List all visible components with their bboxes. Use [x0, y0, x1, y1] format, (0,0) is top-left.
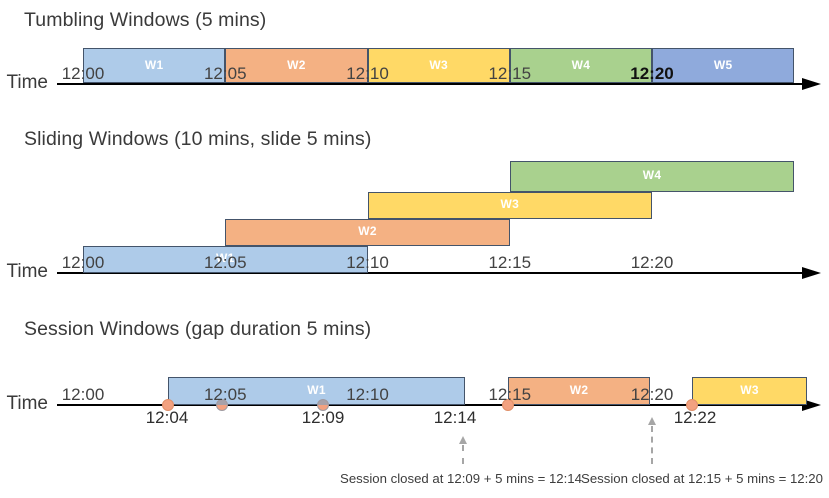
tick-label: 12:15	[488, 253, 532, 272]
time-axis-line	[57, 404, 804, 406]
window-label: W2	[358, 224, 377, 238]
window-box-sliding-w4: W4	[509, 160, 795, 192]
event-dot	[317, 399, 329, 411]
time-axis-line	[57, 272, 804, 274]
tick-label: 12:10	[346, 253, 389, 272]
window-label: W2	[569, 382, 589, 397]
window-box-sliding-w1: W1	[83, 245, 368, 273]
event-time-label: 12:22	[673, 408, 717, 427]
tick-label: 12:20	[630, 385, 674, 404]
tick-label: 12:05	[203, 64, 247, 83]
section-title: Tumbling Windows (5 mins)	[24, 9, 267, 31]
window-box-sliding-w3: W3	[367, 191, 652, 219]
event-time-label: 12:09	[301, 408, 345, 427]
callout-arrow-line	[462, 445, 464, 464]
event-dot	[216, 399, 228, 411]
window-label: W3	[500, 197, 520, 211]
window-box-tumbling-w5: W5	[652, 48, 795, 83]
tick-label: 12:10	[346, 64, 389, 83]
section-title: Session Windows (gap duration 5 mins)	[24, 318, 372, 340]
tick-label: 12:15	[488, 385, 532, 404]
event-dot	[686, 399, 698, 411]
time-axis-arrowhead	[802, 77, 821, 90]
window-label: W3	[740, 382, 759, 397]
callout-arrow-up-icon	[648, 417, 656, 425]
event-dot	[502, 399, 514, 411]
event-time-label: 12:04	[145, 408, 189, 427]
window-label: W1	[144, 57, 164, 72]
window-box-tumbling-w1: W1	[83, 48, 226, 83]
tick-label: 12:00	[61, 253, 105, 272]
tick-label: 12:00	[61, 385, 105, 404]
window-box-sliding-w2: W2	[225, 218, 510, 246]
window-box-tumbling-w4: W4	[509, 48, 652, 83]
tick-label: 12:05	[203, 253, 247, 272]
window-label: W4	[642, 168, 662, 182]
window-label: W3	[429, 57, 448, 72]
callout-arrow-line	[651, 426, 653, 464]
tick-label: 12:20	[630, 253, 674, 272]
window-box-session-w2: W2	[508, 377, 650, 405]
time-axis-label: Time	[6, 72, 48, 93]
tick-label: 12:20	[630, 64, 674, 83]
event-time-label: 12:14	[433, 408, 477, 427]
window-label: W1	[307, 382, 326, 397]
time-axis-label: Time	[6, 261, 48, 282]
section-title: Sliding Windows (10 mins, slide 5 mins)	[24, 128, 372, 150]
callout-text: Session closed at 12:15 + 5 mins = 12:20	[581, 471, 823, 486]
tick-label: 12:15	[488, 64, 532, 83]
window-box-session-w3: W3	[692, 377, 807, 405]
window-box-tumbling-w2: W2	[225, 48, 368, 83]
window-label: W4	[571, 57, 591, 72]
callout-text: Session closed at 12:09 + 5 mins = 12:14	[340, 471, 582, 486]
window-label: W1	[215, 251, 235, 265]
tick-label: 12:05	[203, 385, 247, 404]
tick-label: 12:10	[346, 385, 389, 404]
time-axis-arrowhead	[802, 266, 821, 279]
callout-arrow-up-icon	[459, 436, 467, 444]
time-axis-line	[57, 83, 804, 85]
window-box-tumbling-w3: W3	[367, 48, 510, 83]
event-dot	[162, 399, 174, 411]
window-label: W5	[713, 57, 733, 72]
tick-label: 12:00	[61, 64, 105, 83]
time-axis-label: Time	[6, 393, 48, 414]
window-label: W2	[287, 57, 306, 72]
